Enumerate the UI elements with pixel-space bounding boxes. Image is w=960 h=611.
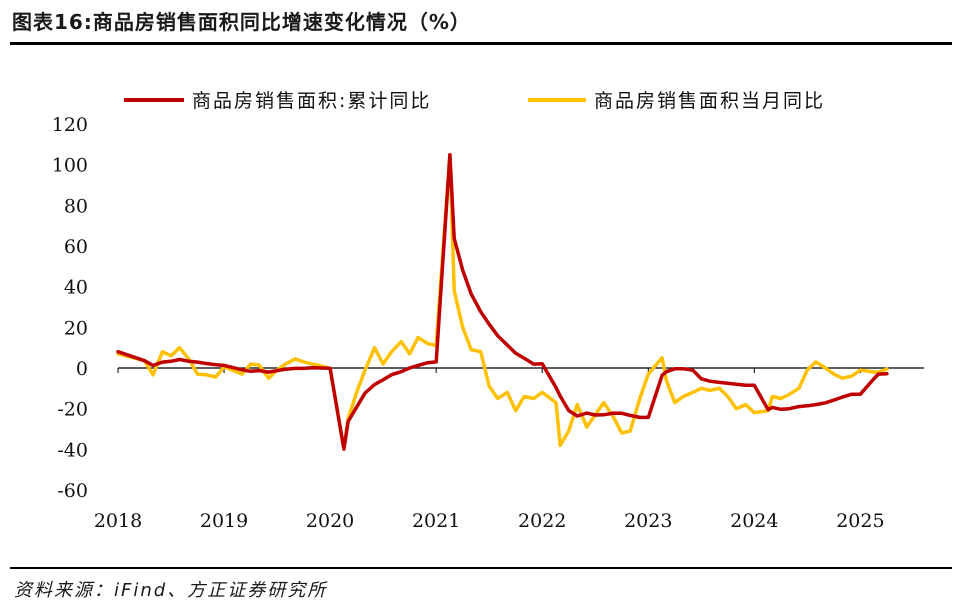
legend: 商品房销售面积:累计同比 商品房销售面积当月同比 [124, 90, 825, 112]
x-tick-label: 2025 [836, 510, 884, 532]
series-layer [116, 152, 889, 451]
x-tick-label: 2018 [94, 510, 142, 532]
y-axis: -60 -40 -20 0 20 40 60 80 100 120 [52, 114, 88, 502]
y-tick-label: -60 [57, 480, 88, 502]
x-tick-label: 2023 [624, 510, 672, 532]
y-tick-label: 120 [52, 114, 88, 136]
y-tick-label: 0 [76, 358, 88, 380]
x-tick-label: 2022 [518, 510, 566, 532]
legend-label-cumulative: 商品房销售面积:累计同比 [192, 90, 431, 112]
y-tick-label: -20 [57, 399, 88, 421]
y-tick-label: 80 [64, 195, 88, 217]
y-tick-label: 100 [52, 155, 88, 177]
y-tick-label: 60 [64, 236, 88, 258]
footer-divider [10, 567, 952, 569]
title-divider [10, 42, 952, 45]
y-tick-label: 40 [64, 277, 88, 299]
x-tick-label: 2024 [730, 510, 778, 532]
source-note: 资料来源：iFind、方正证券研究所 [14, 580, 328, 601]
y-tick-label: 20 [64, 317, 88, 339]
chart-title: 图表16:商品房销售面积同比增速变化情况（%） [12, 10, 471, 34]
y-tick-label: -40 [57, 439, 88, 461]
x-axis: 2018 2019 2020 2021 2022 2023 2024 2025 [94, 368, 885, 532]
series-line-cumulative [116, 152, 889, 451]
legend-label-monthly: 商品房销售面积当月同比 [594, 90, 825, 112]
x-tick-label: 2020 [306, 510, 354, 532]
x-tick-label: 2021 [412, 510, 460, 532]
x-tick-label: 2019 [200, 510, 248, 532]
series-line-monthly [116, 152, 889, 451]
